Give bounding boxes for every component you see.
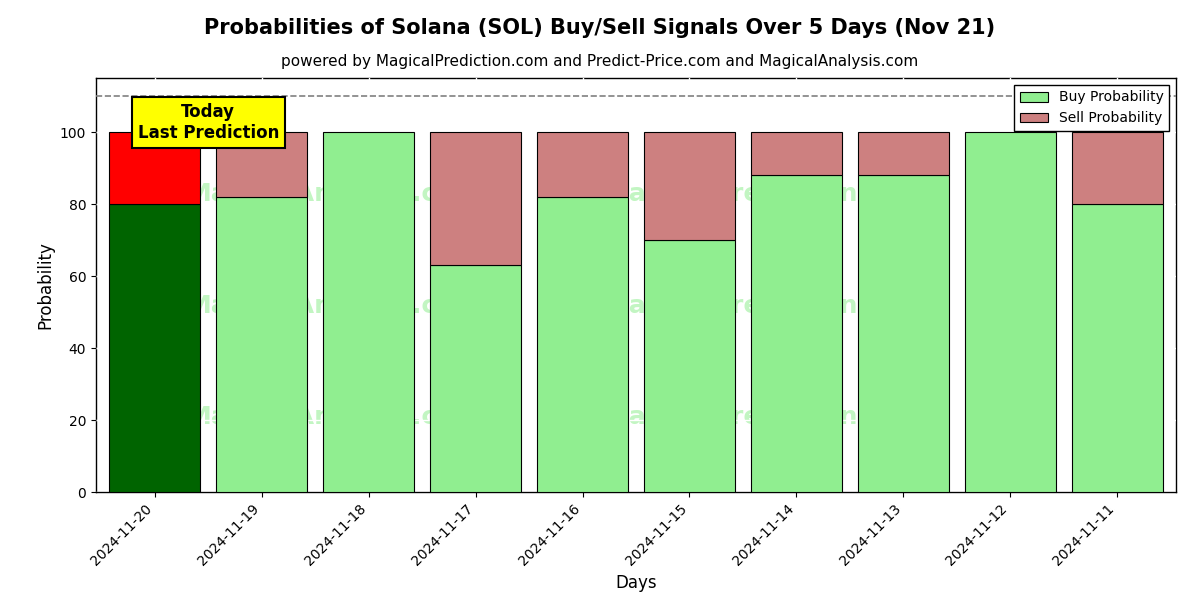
Y-axis label: Probability: Probability (36, 241, 54, 329)
Bar (965, 132, 1056, 492)
Bar (109, 204, 200, 492)
X-axis label: Days: Days (616, 574, 656, 592)
Bar (430, 132, 521, 265)
Legend: Buy Probability, Sell Probability: Buy Probability, Sell Probability (1014, 85, 1169, 131)
Bar (1072, 204, 1163, 492)
Bar (216, 132, 307, 197)
Bar (430, 265, 521, 492)
Bar (109, 132, 200, 204)
Text: MagicalAnalysis.com: MagicalAnalysis.com (187, 293, 480, 317)
Text: MagicalPrediction.com: MagicalPrediction.com (605, 406, 926, 430)
Text: MagicalPrediction.com: MagicalPrediction.com (605, 293, 926, 317)
Bar (644, 132, 734, 240)
Bar (538, 197, 628, 492)
Bar (751, 132, 842, 175)
Bar (751, 175, 842, 492)
Text: MagicalPrediction.com: MagicalPrediction.com (605, 182, 926, 206)
Bar (858, 175, 949, 492)
Bar (538, 132, 628, 197)
Bar (323, 132, 414, 492)
Text: powered by MagicalPrediction.com and Predict-Price.com and MagicalAnalysis.com: powered by MagicalPrediction.com and Pre… (281, 54, 919, 69)
Text: Probabilities of Solana (SOL) Buy/Sell Signals Over 5 Days (Nov 21): Probabilities of Solana (SOL) Buy/Sell S… (204, 18, 996, 38)
Bar (1072, 132, 1163, 204)
Text: MagicalAnalysis.com: MagicalAnalysis.com (187, 182, 480, 206)
Bar (644, 240, 734, 492)
Bar (858, 132, 949, 175)
Bar (216, 197, 307, 492)
Text: MagicalAnalysis.com: MagicalAnalysis.com (187, 406, 480, 430)
Text: Today
Last Prediction: Today Last Prediction (138, 103, 278, 142)
